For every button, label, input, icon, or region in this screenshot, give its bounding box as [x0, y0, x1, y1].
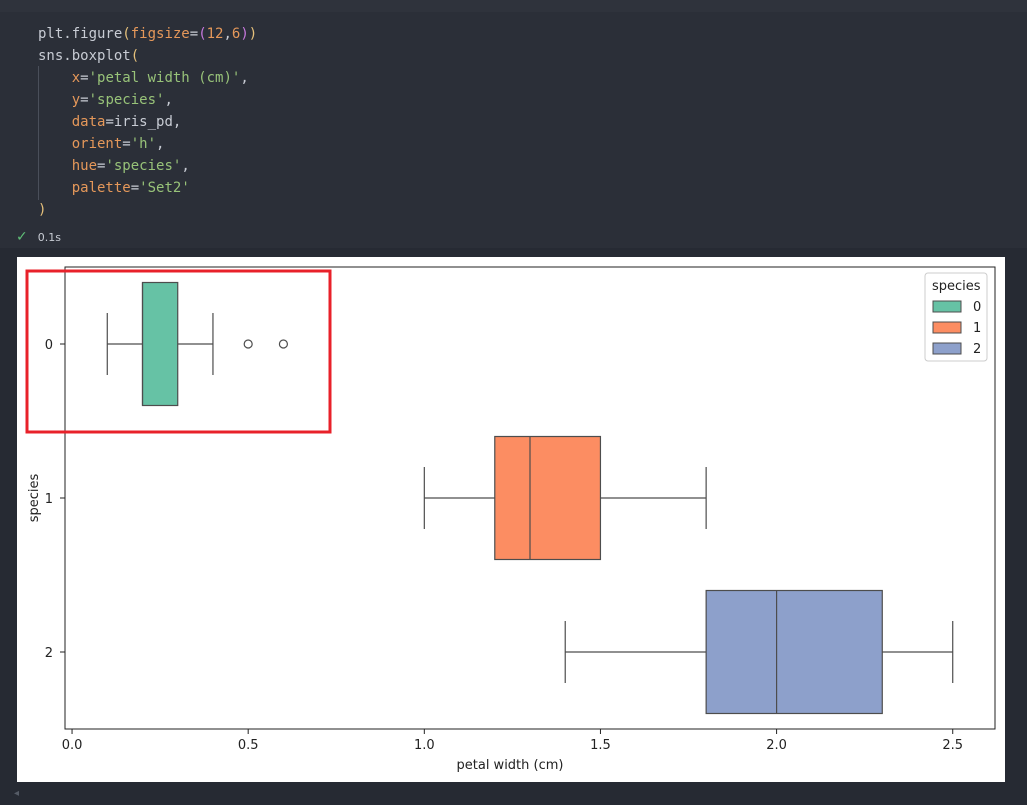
box [494, 435, 602, 561]
y-tick-label: 0 [45, 338, 53, 353]
legend-label: 1 [973, 321, 981, 336]
outlier-point [243, 339, 253, 349]
x-tick-label: 0.5 [238, 738, 259, 753]
legend-swatch [932, 300, 962, 313]
y-tick-label: 1 [45, 492, 53, 507]
legend-label: 0 [973, 300, 981, 315]
code-line: plt.figure(figsize=(12,6)) [38, 26, 258, 42]
code-editor[interactable]: plt.figure(figsize=(12,6)) sns.boxplot( x… [38, 23, 257, 221]
code-line: orient='h', [71, 136, 165, 152]
x-tick-label: 1.5 [590, 738, 611, 753]
y-tick-label: 2 [45, 646, 53, 661]
legend-swatch [932, 342, 962, 355]
x-axis-label: petal width (cm) [457, 758, 564, 773]
code-line: sns.boxplot( [38, 48, 140, 64]
legend-label: 2 [973, 342, 981, 357]
x-tick-label: 2.5 [942, 738, 963, 753]
code-line: hue='species', [71, 158, 190, 174]
legend-swatch [932, 321, 962, 334]
box [705, 589, 883, 715]
code-line: y='species', [71, 92, 173, 108]
x-tick-label: 0.0 [62, 738, 83, 753]
code-line: palette='Set2' [71, 180, 190, 196]
indent-guide [38, 66, 39, 200]
cell-status: ✓ 0.1s [16, 229, 61, 245]
legend-box [924, 272, 988, 362]
boxplot-chart: 0.0 0.5 1.0 1.5 2.0 2.5 0 1 2 petal width (cm) spe… [25, 266, 996, 773]
code-cell[interactable] [0, 12, 1027, 248]
check-icon: ✓ [16, 229, 28, 245]
cell-output: 0.0 0.5 1.0 1.5 2.0 2.5 0 1 2 petal width (cm) spe… [17, 257, 1005, 782]
code-line: x='petal width (cm)', [71, 70, 249, 86]
x-tick-label: 1.0 [414, 738, 435, 753]
box [141, 281, 179, 407]
code-line: data=iris_pd, [71, 114, 182, 130]
scroll-left-icon[interactable]: ◂ [14, 788, 20, 799]
y-axis-label: species [27, 474, 42, 523]
highlight-box [25, 269, 332, 434]
code-line: ) [38, 202, 47, 218]
outlier-point [278, 339, 289, 349]
legend-title: species [932, 279, 981, 294]
x-tick-label: 2.0 [766, 738, 787, 753]
editor-top-bar [0, 0, 1027, 12]
execution-time: 0.1s [37, 230, 61, 244]
